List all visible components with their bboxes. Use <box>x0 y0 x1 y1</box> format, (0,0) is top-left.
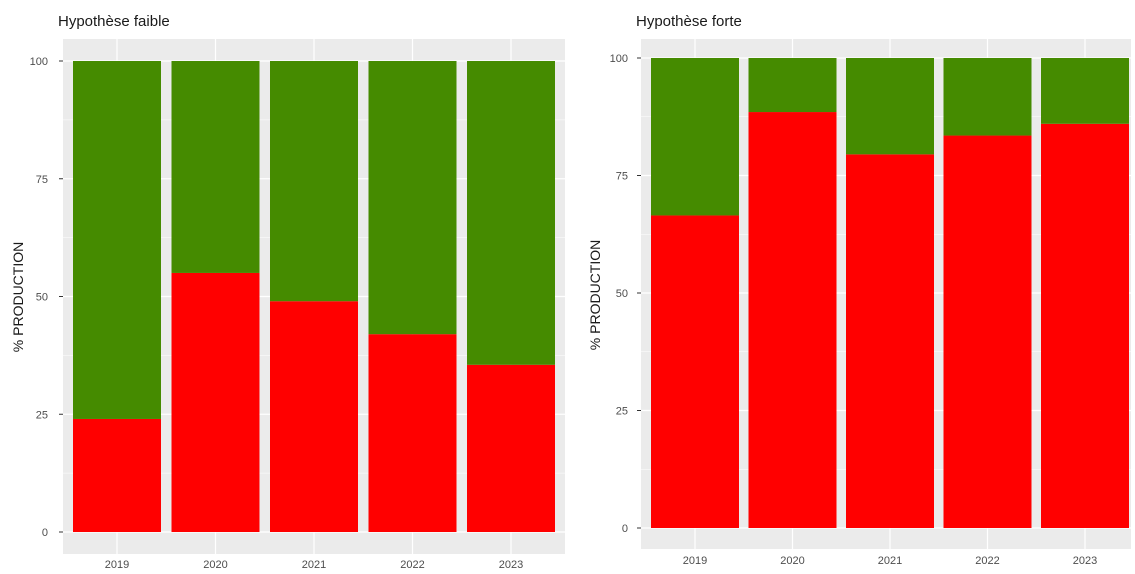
y-tick-label: 75 <box>616 171 628 183</box>
y-axis-label: % PRODUCTION <box>10 242 26 352</box>
y-tick-labels: 0 25 50 75 100 <box>610 53 641 535</box>
chart-title: Hypothèse forte <box>636 13 742 30</box>
bar-2021-series-1 <box>270 61 358 302</box>
bar-2019-series-1 <box>651 58 739 216</box>
bar-2021-series-0 <box>846 154 934 528</box>
chart-hypothese-faible: Hypothèse faible 0 25 50 75 100 2019 2020 2021… <box>10 13 565 571</box>
x-tick-labels: 2019 2020 2021 2022 2023 <box>105 559 523 571</box>
x-tick-label: 2020 <box>203 559 227 571</box>
bar-2021-series-0 <box>270 301 358 532</box>
chart-title: Hypothèse faible <box>58 13 170 30</box>
y-tick-label: 25 <box>36 409 48 421</box>
y-tick-label: 100 <box>610 53 628 65</box>
y-tick-label: 75 <box>36 174 48 186</box>
y-tick-labels: 0 25 50 75 100 <box>30 56 63 539</box>
bar-2023-series-1 <box>1041 58 1129 124</box>
bar-2020-series-0 <box>748 112 837 529</box>
x-tick-label: 2023 <box>499 559 523 571</box>
x-tick-labels: 2019 2020 2021 2022 2023 <box>683 555 1097 567</box>
x-tick-label: 2022 <box>975 555 999 567</box>
bar-2022-series-0 <box>368 334 457 532</box>
bar-2023-series-0 <box>1041 123 1129 529</box>
y-tick-label: 50 <box>616 288 628 300</box>
bar-2021-series-1 <box>846 58 934 155</box>
bar-2023-series-1 <box>467 61 555 365</box>
x-tick-label: 2019 <box>105 559 129 571</box>
bars <box>651 58 1129 529</box>
bar-2019-series-0 <box>73 418 161 532</box>
x-tick-label: 2022 <box>400 559 424 571</box>
x-tick-label: 2019 <box>683 555 707 567</box>
bar-2020-series-1 <box>171 61 260 273</box>
y-tick-label: 0 <box>42 527 48 539</box>
x-tick-label: 2023 <box>1073 555 1097 567</box>
y-tick-label: 100 <box>30 56 48 68</box>
bar-2023-series-0 <box>467 364 555 532</box>
x-tick-label: 2021 <box>302 559 326 571</box>
y-axis-label: % PRODUCTION <box>587 240 603 350</box>
bar-2022-series-1 <box>368 61 457 335</box>
bar-2022-series-0 <box>943 135 1032 529</box>
x-tick-label: 2020 <box>780 555 804 567</box>
bar-2020-series-1 <box>748 58 837 113</box>
bar-2020-series-0 <box>171 272 260 532</box>
y-tick-label: 25 <box>616 406 628 418</box>
x-tick-label: 2021 <box>878 555 902 567</box>
bar-2019-series-0 <box>651 215 739 528</box>
bar-2019-series-1 <box>73 61 161 419</box>
bar-2022-series-1 <box>943 58 1032 136</box>
y-tick-label: 50 <box>36 292 48 304</box>
y-tick-label: 0 <box>622 523 628 535</box>
bars <box>73 61 555 532</box>
